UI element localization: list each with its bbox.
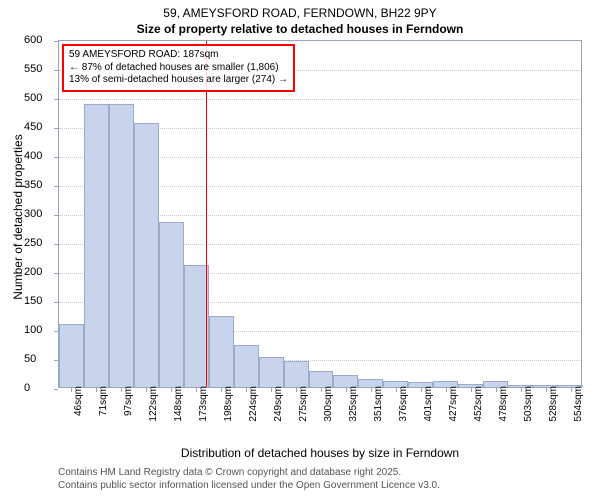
histogram-bar	[284, 361, 309, 387]
xtick-label: 376sqm	[398, 386, 409, 436]
xtick-label: 554sqm	[573, 386, 584, 436]
xtick-mark	[321, 388, 322, 392]
xtick-label: 300sqm	[323, 386, 334, 436]
xtick-label: 122sqm	[148, 386, 159, 436]
xtick-mark	[271, 388, 272, 392]
ytick-mark	[54, 331, 58, 332]
xtick-mark	[446, 388, 447, 392]
annot-line1: 59 AMEYSFORD ROAD: 187sqm	[69, 49, 288, 62]
histogram-bar	[234, 345, 259, 387]
ytick-mark	[54, 273, 58, 274]
ytick-label: 50	[24, 353, 54, 365]
ytick-label: 550	[24, 63, 54, 75]
xtick-label: 528sqm	[548, 386, 559, 436]
ytick-mark	[54, 41, 58, 42]
footer: Contains HM Land Registry data © Crown c…	[58, 466, 440, 492]
annotation-box: 59 AMEYSFORD ROAD: 187sqm ← 87% of detac…	[62, 44, 295, 92]
x-axis-label: Distribution of detached houses by size …	[58, 446, 582, 460]
annot-line2: ← 87% of detached houses are smaller (1,…	[69, 62, 288, 75]
xtick-label: 46sqm	[73, 386, 84, 436]
ytick-mark	[54, 244, 58, 245]
xtick-mark	[396, 388, 397, 392]
chart-title: 59, AMEYSFORD ROAD, FERNDOWN, BH22 9PY S…	[0, 0, 600, 37]
xtick-mark	[521, 388, 522, 392]
xtick-label: 452sqm	[473, 386, 484, 436]
histogram-bar	[259, 357, 284, 387]
ytick-label: 200	[24, 266, 54, 278]
plot-area	[58, 40, 582, 388]
ytick-label: 400	[24, 150, 54, 162]
xtick-mark	[371, 388, 372, 392]
histogram-bar	[184, 265, 209, 387]
ytick-mark	[54, 360, 58, 361]
ytick-label: 300	[24, 208, 54, 220]
ytick-label: 350	[24, 179, 54, 191]
ytick-mark	[54, 128, 58, 129]
xtick-label: 173sqm	[198, 386, 209, 436]
xtick-label: 351sqm	[373, 386, 384, 436]
xtick-mark	[571, 388, 572, 392]
xtick-label: 478sqm	[498, 386, 509, 436]
ytick-label: 0	[24, 382, 54, 394]
xtick-mark	[346, 388, 347, 392]
gridline	[59, 99, 581, 100]
xtick-label: 401sqm	[423, 386, 434, 436]
xtick-label: 97sqm	[123, 386, 134, 436]
xtick-label: 249sqm	[273, 386, 284, 436]
footer-line2: Contains public sector information licen…	[58, 479, 440, 492]
ytick-mark	[54, 70, 58, 71]
histogram-bar	[109, 104, 134, 387]
xtick-mark	[296, 388, 297, 392]
ytick-label: 450	[24, 121, 54, 133]
xtick-label: 71sqm	[98, 386, 109, 436]
ytick-mark	[54, 186, 58, 187]
histogram-bar	[134, 123, 159, 387]
xtick-mark	[421, 388, 422, 392]
xtick-mark	[546, 388, 547, 392]
ytick-mark	[54, 389, 58, 390]
title-line1: 59, AMEYSFORD ROAD, FERNDOWN, BH22 9PY	[163, 6, 436, 20]
xtick-label: 198sqm	[223, 386, 234, 436]
annot-line3: 13% of semi-detached houses are larger (…	[69, 74, 288, 87]
xtick-label: 427sqm	[448, 386, 459, 436]
histogram-bar	[209, 316, 234, 387]
title-line2: Size of property relative to detached ho…	[137, 22, 464, 36]
xtick-mark	[471, 388, 472, 392]
y-axis-label: Number of detached properties	[11, 127, 25, 307]
ytick-mark	[54, 215, 58, 216]
reference-line	[206, 41, 207, 387]
footer-line1: Contains HM Land Registry data © Crown c…	[58, 466, 440, 479]
ytick-label: 500	[24, 92, 54, 104]
histogram-bar	[159, 222, 184, 387]
histogram-bar	[84, 104, 109, 387]
histogram-bar	[309, 371, 334, 387]
xtick-label: 503sqm	[523, 386, 534, 436]
xtick-label: 325sqm	[348, 386, 359, 436]
xtick-label: 275sqm	[298, 386, 309, 436]
xtick-label: 148sqm	[173, 386, 184, 436]
ytick-label: 250	[24, 237, 54, 249]
ytick-label: 600	[24, 34, 54, 46]
ytick-mark	[54, 99, 58, 100]
xtick-mark	[496, 388, 497, 392]
ytick-mark	[54, 157, 58, 158]
xtick-label: 224sqm	[248, 386, 259, 436]
ytick-label: 150	[24, 295, 54, 307]
histogram-bar	[59, 324, 84, 387]
ytick-mark	[54, 302, 58, 303]
ytick-label: 100	[24, 324, 54, 336]
xtick-mark	[246, 388, 247, 392]
